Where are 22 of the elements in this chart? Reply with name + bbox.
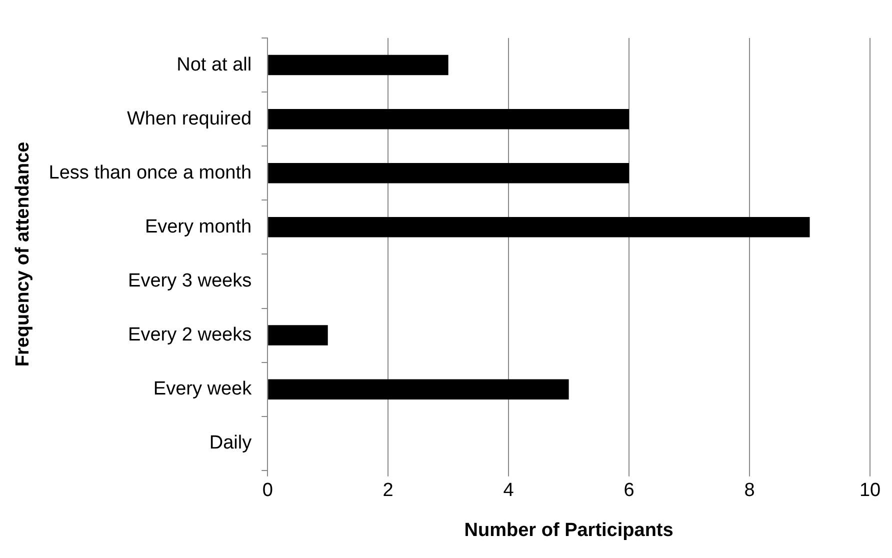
y-tick-label: Every week [153,378,252,400]
y-tick-label: Every 2 weeks [128,324,252,346]
bar [268,162,630,184]
x-tick-label: 4 [503,480,514,502]
x-tick-label: 6 [624,480,634,502]
x-tick-label: 10 [859,480,881,502]
bar [268,325,328,346]
x-tick-label: 8 [744,480,755,502]
x-tick-label: 2 [382,480,394,502]
y-tick-label: When required [126,108,252,130]
bar [268,108,630,130]
bar [268,379,569,400]
bar [268,54,448,76]
x-axis-title: Number of Participants [464,520,674,541]
y-tick-label: Every 3 weeks [128,270,252,292]
y-tick-label: Not at all [176,54,252,76]
y-tick-label: Daily [209,432,252,454]
y-tick-label: Every month [144,216,252,238]
y-tick-label: Less than once a month [48,162,252,184]
y-axis-title: Frequency of attendance [12,142,34,367]
x-tick-label: 0 [262,480,273,502]
bar [268,217,810,238]
